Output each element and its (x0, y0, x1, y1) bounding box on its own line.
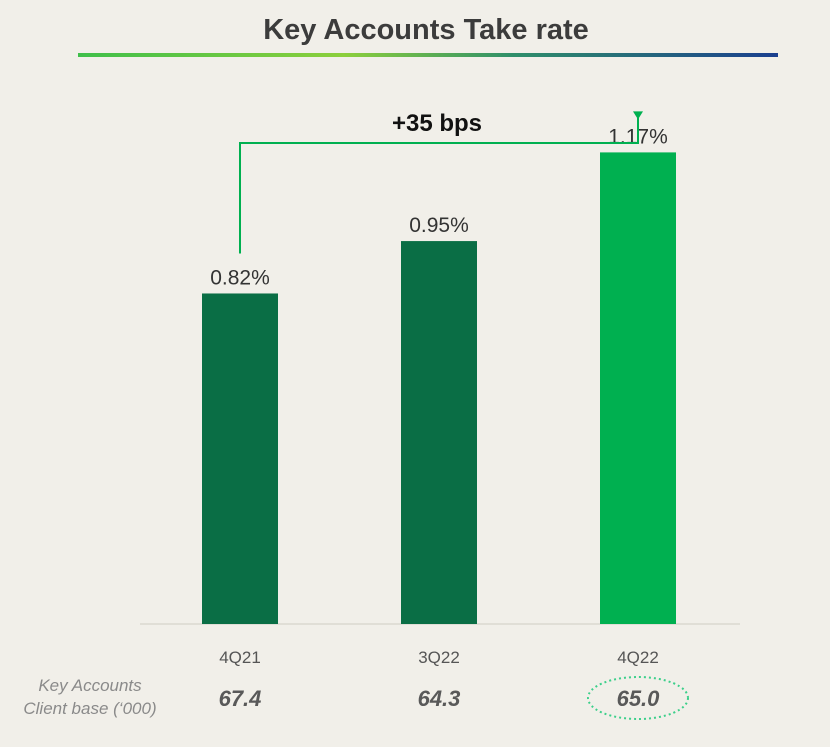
client-base-caption-line1: Key Accounts (38, 676, 142, 695)
bar-4Q21 (202, 293, 278, 624)
category-label: 4Q22 (617, 648, 659, 667)
client-base-highlight-ellipse (587, 676, 689, 720)
bar-value-label: 0.95% (409, 214, 469, 237)
title-underline (78, 53, 778, 57)
bar-3Q22 (401, 241, 477, 625)
client-base-value: 64.3 (418, 686, 461, 711)
client-base-value: 65.0 (617, 686, 661, 711)
client-base-caption-line2: Client base (‘000) (23, 699, 157, 718)
bar-4Q22 (600, 152, 676, 624)
change-annotation: +35 bps (392, 110, 482, 137)
client-base-value: 67.4 (219, 686, 262, 711)
category-label: 3Q22 (418, 648, 460, 667)
category-label: 4Q21 (219, 648, 261, 667)
change-connector-line (239, 112, 639, 254)
bar-value-label: 0.82% (210, 266, 270, 289)
client-base-caption: Key Accounts Client base (‘000) (10, 674, 170, 720)
chart-title: Key Accounts Take rate (263, 14, 589, 46)
connector-arrowhead-icon (633, 111, 643, 120)
